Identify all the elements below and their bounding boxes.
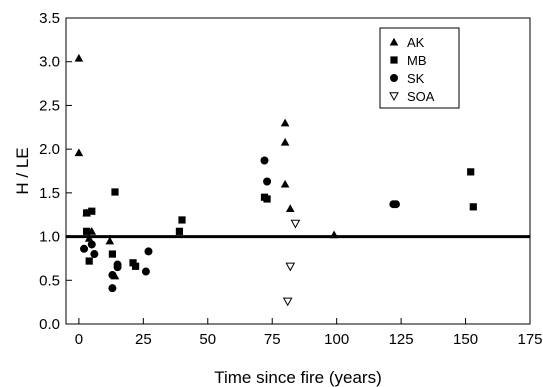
point-sk bbox=[391, 200, 400, 209]
y-tick-label: 1.0 bbox=[39, 229, 60, 246]
point-sk bbox=[108, 271, 117, 280]
y-tick-label: 0.0 bbox=[39, 316, 60, 333]
y-tick-label: 2.5 bbox=[39, 97, 60, 114]
point-sk bbox=[90, 250, 99, 259]
point-mb bbox=[88, 207, 96, 215]
point-ak bbox=[84, 234, 94, 242]
x-tick-label: 150 bbox=[453, 331, 478, 348]
point-sk bbox=[260, 156, 269, 165]
point-mb bbox=[178, 216, 186, 224]
point-ak bbox=[285, 204, 295, 213]
point-sk bbox=[80, 244, 89, 253]
legend-marker-sk bbox=[390, 74, 398, 82]
point-ak bbox=[105, 236, 115, 245]
legend-marker-ak bbox=[389, 37, 399, 46]
y-tick-label: 0.5 bbox=[39, 272, 60, 289]
point-mb bbox=[132, 262, 140, 270]
point-mb bbox=[83, 227, 91, 235]
point-soa bbox=[282, 297, 293, 307]
point-ak bbox=[74, 53, 84, 62]
x-tick-label: 25 bbox=[135, 331, 152, 348]
point-mb bbox=[467, 168, 475, 176]
y-axis-title: H / LE bbox=[13, 147, 32, 194]
point-mb bbox=[175, 227, 184, 235]
point-mb bbox=[263, 195, 271, 203]
point-mb bbox=[83, 209, 91, 217]
point-sk bbox=[87, 240, 96, 249]
x-tick-label: 0 bbox=[75, 331, 83, 348]
point-ak bbox=[280, 118, 290, 127]
point-mb bbox=[469, 203, 477, 211]
x-tick-label: 125 bbox=[389, 331, 414, 348]
x-axis: 0 25 50 75 100 125 150 175 bbox=[75, 318, 543, 348]
point-sk bbox=[108, 284, 117, 293]
point-mb bbox=[85, 257, 93, 265]
point-ak bbox=[74, 148, 84, 157]
y-tick-label: 3.0 bbox=[39, 54, 60, 71]
legend-label-ak: AK bbox=[407, 35, 425, 50]
point-sk bbox=[141, 267, 150, 276]
x-tick-label: 75 bbox=[264, 331, 281, 348]
x-tick-label: 100 bbox=[324, 331, 349, 348]
legend-label-soa: SOA bbox=[407, 89, 435, 104]
point-sk bbox=[144, 247, 153, 256]
legend-label-mb: MB bbox=[407, 53, 427, 68]
legend-label-sk: SK bbox=[407, 71, 425, 86]
point-mb bbox=[111, 188, 119, 196]
point-soa bbox=[290, 219, 301, 229]
legend: AK MB SK SOA bbox=[379, 27, 460, 109]
y-tick-label: 3.5 bbox=[39, 10, 60, 27]
point-sk bbox=[113, 263, 122, 272]
y-axis: 0.0 0.5 1.0 1.5 2.0 2.5 3.0 3.5 bbox=[39, 10, 72, 333]
y-tick-label: 2.0 bbox=[39, 141, 60, 158]
point-sk bbox=[263, 177, 272, 186]
legend-marker-mb bbox=[390, 56, 398, 64]
data-points bbox=[74, 53, 477, 307]
y-tick-label: 1.5 bbox=[39, 185, 60, 202]
point-mb bbox=[108, 250, 116, 258]
point-ak bbox=[280, 179, 290, 188]
plot-frame bbox=[65, 17, 531, 325]
x-tick-label: 175 bbox=[517, 331, 542, 348]
x-axis-title: Time since fire (years) bbox=[214, 368, 382, 387]
point-ak bbox=[329, 230, 339, 239]
x-tick-label: 50 bbox=[199, 331, 216, 348]
legend-marker-soa bbox=[389, 92, 399, 102]
point-soa bbox=[285, 262, 296, 272]
point-ak bbox=[280, 137, 290, 146]
